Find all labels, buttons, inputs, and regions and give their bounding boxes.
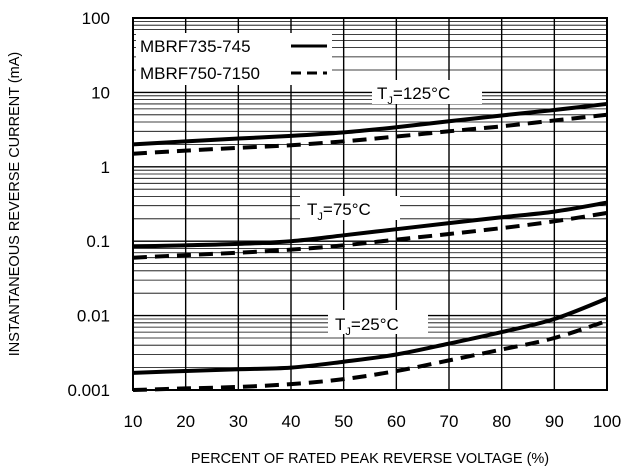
x-tick-label: 50: [334, 412, 353, 431]
y-tick-label: 100: [82, 9, 110, 28]
series-layer: [132, 101, 608, 392]
x-tick-label: 70: [440, 412, 459, 431]
x-tick-label: 30: [229, 412, 248, 431]
x-tick-label: 20: [176, 412, 195, 431]
x-tick-label: 40: [282, 412, 301, 431]
series-line-solid: [132, 200, 608, 249]
y-tick-label: 0.001: [67, 381, 110, 400]
x-axis-title: PERCENT OF RATED PEAK REVERSE VOLTAGE (%…: [191, 451, 549, 467]
annotation-bg: [328, 310, 428, 334]
temperature-annotation: TJ=25°C: [335, 315, 399, 338]
x-tick-label: 100: [593, 412, 621, 431]
y-tick-label: 1: [101, 158, 110, 177]
series-line-solid: [132, 296, 608, 375]
x-tick-label: 10: [124, 412, 143, 431]
x-tick-label: 90: [545, 412, 564, 431]
series-line-dashed: [132, 210, 608, 260]
series-line-dashed: [132, 112, 608, 156]
y-tick-label: 0.1: [86, 232, 110, 251]
legend-label-solid: MBRF735-745: [140, 37, 251, 56]
y-tick-label: 10: [91, 83, 110, 102]
temperature-annotation: TJ=125°C: [377, 84, 450, 107]
y-tick-label: 0.01: [77, 307, 110, 326]
legend-label-dashed: MBRF750-7150: [140, 64, 260, 83]
legend-box: [136, 33, 332, 85]
annotation-bg: [372, 80, 482, 104]
series-line-dashed: [132, 318, 608, 392]
x-tick-label: 80: [492, 412, 511, 431]
temperature-annotation: TJ=75°C: [307, 200, 371, 223]
y-tick-labels: 0.001 0.01 0.1 1 10 100: [67, 9, 110, 400]
grid: [133, 18, 607, 391]
annotation-bg: [300, 196, 400, 220]
x-tick-label: 60: [387, 412, 406, 431]
x-tick-labels: 10 20 30 40 50 60 70 80 90 100: [124, 412, 622, 431]
y-axis-title: INSTANTANEOUS REVERSE CURRENT (mA): [7, 52, 23, 357]
series-line-solid: [132, 101, 608, 147]
legend: MBRF735-745 MBRF750-7150: [136, 33, 332, 85]
annotations-layer: TJ=125°C TJ=75°C TJ=25°C: [300, 80, 482, 338]
